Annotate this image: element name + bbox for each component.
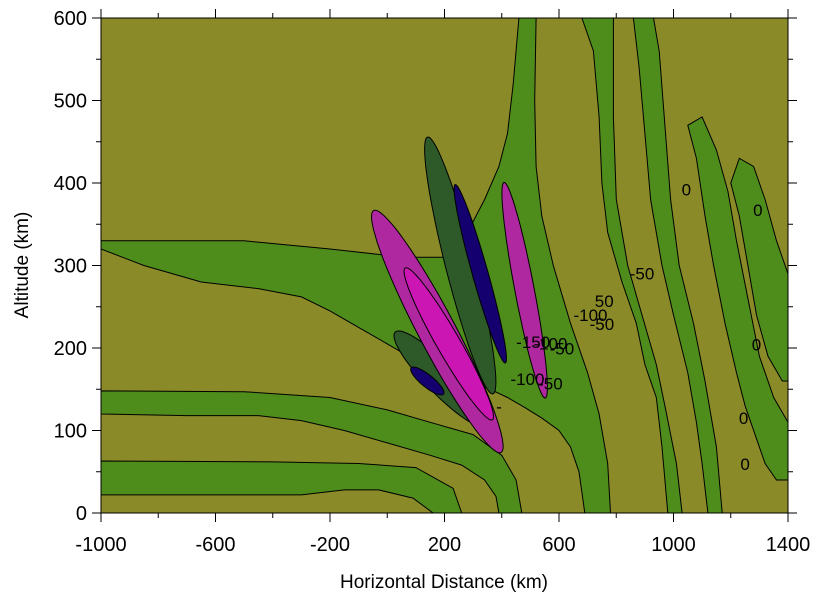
region-pos100-core — [403, 267, 495, 421]
y-tick-label: 0 — [76, 503, 87, 525]
y-tick-label: 300 — [54, 256, 87, 278]
region-right-band-1 — [581, 18, 683, 513]
contour-label-13: -100 — [510, 370, 544, 389]
region-upper-left — [101, 18, 612, 513]
x-tick-label: 1000 — [651, 534, 696, 556]
region-right-band-2 — [632, 18, 723, 513]
x-axis-title: Horizontal Distance (km) — [340, 572, 548, 593]
y-tick-label: 200 — [54, 338, 87, 360]
contour-label-12: -50 — [550, 340, 575, 359]
contour-label-3: 0 — [752, 336, 761, 355]
x-tick-label: -600 — [195, 534, 235, 556]
y-tick-label: 500 — [54, 91, 87, 113]
region-neg-core-lower — [410, 366, 445, 396]
contour-label-15: - — [496, 397, 502, 416]
x-tick-label: 600 — [542, 534, 575, 556]
x-tick-label: -200 — [310, 534, 350, 556]
x-tick-label: -1000 — [75, 534, 126, 556]
contour-label-7: 50 — [595, 292, 614, 311]
contour-label-1: 0 — [682, 180, 691, 199]
y-axis-title: Altitude (km) — [12, 212, 33, 319]
y-tick-label: 400 — [54, 173, 87, 195]
x-tick-label: 200 — [428, 534, 461, 556]
y-tick-label: 100 — [54, 421, 87, 443]
contour-label-10: -150 — [516, 333, 550, 352]
region-bottom-strip — [101, 460, 463, 513]
contour-label-9: -50 — [590, 315, 615, 334]
contour-label-8: -100 — [573, 306, 607, 325]
region-right-band-4 — [730, 157, 788, 382]
region-pos50-right — [501, 181, 548, 399]
contour-label-11: -100 — [533, 335, 567, 354]
region-neg-core-upper — [453, 184, 508, 364]
contour-label-6: -50 — [630, 265, 655, 284]
region-right-band-3 — [687, 116, 788, 481]
contour-label-2: 0 — [753, 201, 762, 220]
axes: -1000 -600 -200 200 600 1000 14000100200300400… — [54, 8, 811, 556]
contour-label-5: 0 — [740, 455, 749, 474]
x-tick-label: 1400 — [766, 534, 811, 556]
contour-label-14: -50 — [538, 374, 563, 393]
y-tick-label: 600 — [54, 8, 87, 30]
contour-label-4: 0 — [739, 409, 748, 428]
region-lower-strip — [101, 390, 523, 513]
